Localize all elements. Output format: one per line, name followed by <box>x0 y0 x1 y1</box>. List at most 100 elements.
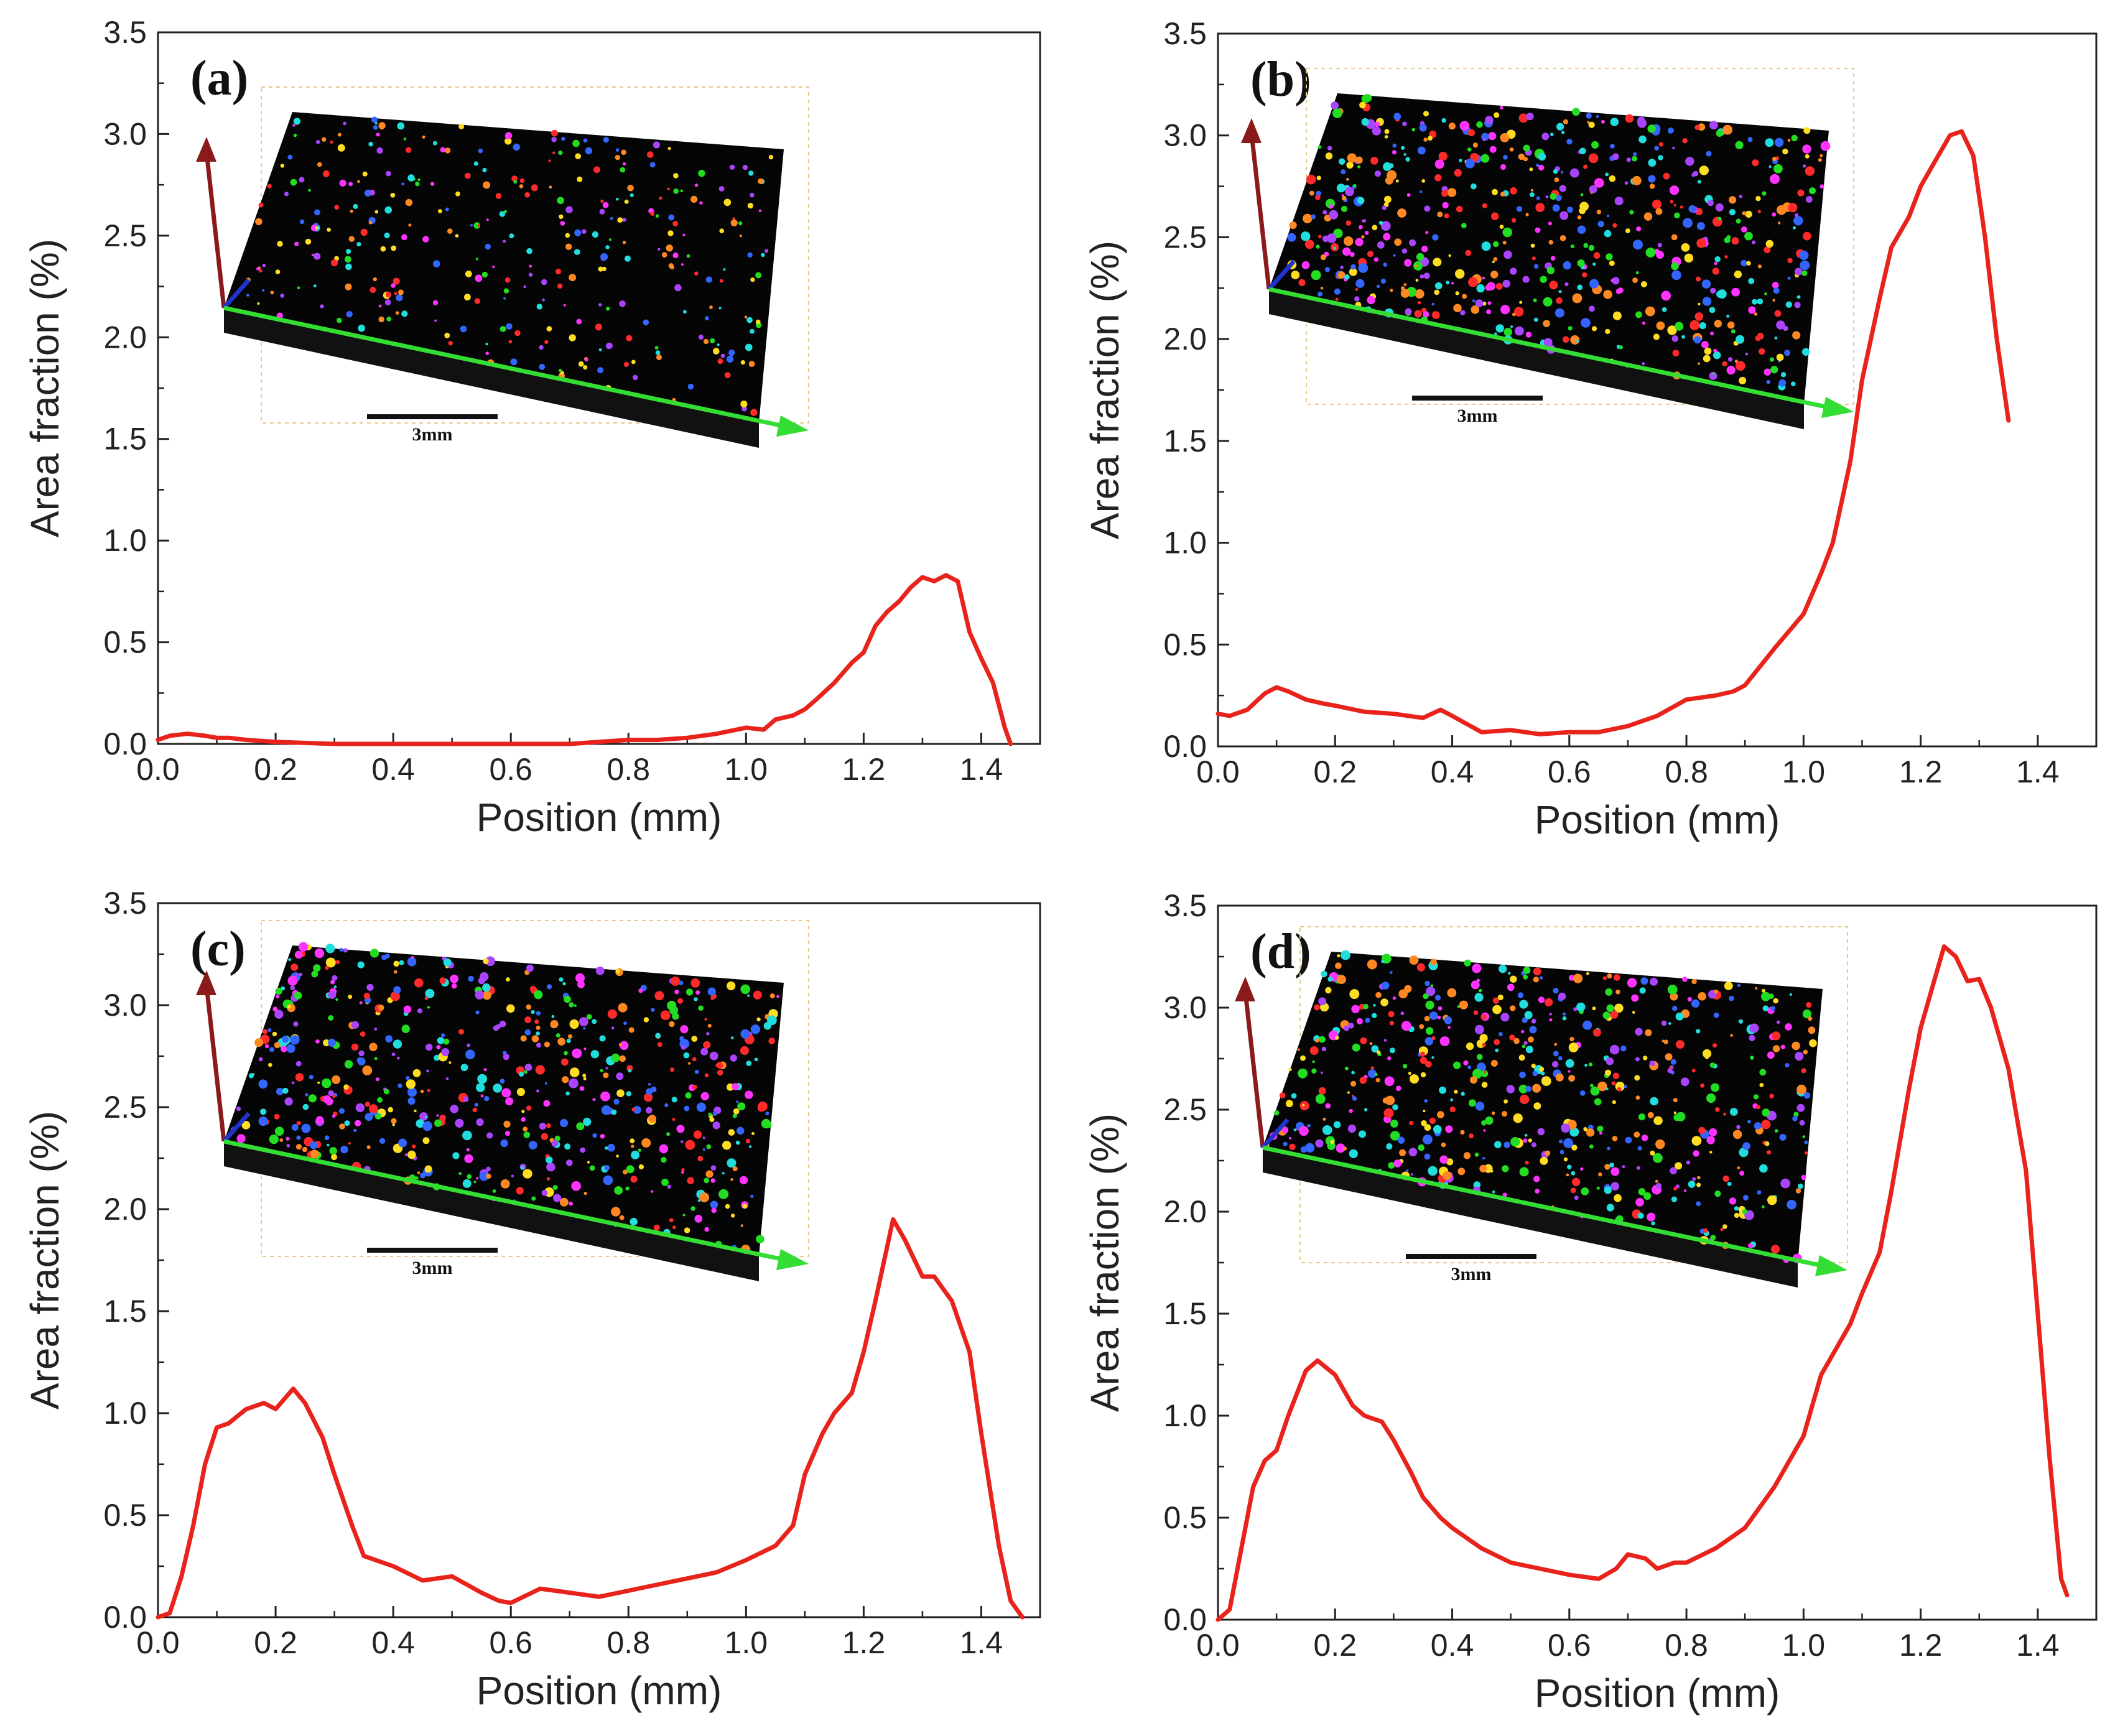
inset-particle <box>362 1065 373 1075</box>
inset-particle <box>732 217 735 220</box>
inset-particle <box>1349 1108 1353 1113</box>
inset-particle <box>1671 262 1679 271</box>
inset-particle <box>492 265 495 269</box>
inset-particle <box>505 1097 514 1106</box>
inset-particle <box>1796 1084 1806 1095</box>
inset-particle <box>1423 272 1430 279</box>
inset-particle <box>1347 153 1357 163</box>
inset-particle <box>1530 192 1535 197</box>
inset-particle <box>333 985 337 988</box>
inset-particle <box>1467 129 1476 136</box>
inset-particle <box>1586 972 1589 975</box>
inset-particle <box>599 208 605 215</box>
inset-particle <box>1563 119 1568 124</box>
inset-particle <box>1345 220 1351 226</box>
inset-particle <box>653 1224 660 1231</box>
inset-particle <box>1640 977 1648 985</box>
inset-particle <box>1339 158 1345 165</box>
inset-particle <box>1489 146 1497 153</box>
inset-particle <box>712 1121 720 1130</box>
inset-particle <box>1710 1235 1716 1241</box>
inset-particle <box>718 186 725 192</box>
inset-particle <box>270 290 274 295</box>
inset-particle <box>1688 205 1696 213</box>
inset-particle <box>1691 978 1697 985</box>
inset-particle <box>618 1003 628 1013</box>
inset-particle <box>1610 118 1619 126</box>
inset-particle <box>1481 1120 1487 1126</box>
inset-particle <box>1652 199 1662 210</box>
inset-particle <box>552 1185 558 1191</box>
inset-particle <box>732 1166 738 1171</box>
inset-particle <box>1424 1037 1433 1046</box>
inset-particle <box>1731 287 1740 297</box>
inset-particle <box>536 1025 541 1030</box>
inset-particle <box>730 1178 733 1181</box>
inset-particle <box>1279 1092 1286 1098</box>
inset-z-arrowhead <box>1235 977 1255 1001</box>
inset-particle <box>291 1124 299 1131</box>
inset-particle <box>1495 1048 1499 1052</box>
inset-particle <box>1645 248 1656 258</box>
inset-particle <box>1457 1167 1466 1176</box>
inset-particle <box>695 990 700 995</box>
inset-particle <box>275 987 282 995</box>
inset-particle <box>1426 1027 1434 1035</box>
inset-particle <box>1409 955 1419 965</box>
inset-particle <box>1704 347 1712 355</box>
inset-particle <box>495 193 502 199</box>
inset-particle <box>669 1021 675 1028</box>
inset-particle <box>564 1051 568 1056</box>
inset-particle <box>735 1140 740 1145</box>
inset-particle <box>623 361 630 367</box>
inset-particle <box>1715 1107 1720 1112</box>
inset-particle <box>623 1169 628 1175</box>
x-tick-label: 1.0 <box>725 1625 768 1660</box>
inset-x-arrowhead <box>1815 1255 1847 1276</box>
inset-particle <box>1488 132 1497 141</box>
inset-particle <box>406 1076 410 1080</box>
inset-particle <box>1444 1016 1452 1024</box>
inset-particle <box>563 304 566 307</box>
inset-particle <box>1749 1034 1755 1041</box>
inset-particle <box>740 1224 743 1227</box>
inset-particle <box>287 154 293 160</box>
inset-particle <box>1282 1127 1289 1134</box>
inset-particle <box>403 137 407 141</box>
inset-sample-slab <box>224 945 784 1256</box>
inset-particle <box>1518 1084 1528 1093</box>
inset-particle <box>1352 1096 1357 1101</box>
inset-particle <box>699 1192 709 1202</box>
inset-particle <box>1714 261 1717 266</box>
inset-particle <box>1631 994 1639 1002</box>
inset-particle <box>1656 321 1665 330</box>
inset-particle <box>513 180 518 184</box>
inset-particle <box>1756 1105 1760 1110</box>
inset-particle <box>616 1072 624 1080</box>
inset-particle <box>1808 1026 1816 1034</box>
inset-particle <box>1589 1084 1594 1088</box>
inset-particle <box>672 1225 676 1230</box>
inset-particle <box>1759 348 1765 355</box>
inset-particle <box>467 1043 470 1047</box>
inset-particle <box>521 1117 526 1122</box>
inset-particle <box>1643 212 1653 221</box>
inset-particle <box>1655 1179 1658 1183</box>
x-tick-label: 0.4 <box>371 1625 415 1660</box>
inset-particle <box>427 1088 430 1092</box>
inset-particle <box>311 253 314 256</box>
inset-particle <box>485 956 495 967</box>
inset-particle <box>1764 368 1771 376</box>
inset-particle <box>419 1112 428 1121</box>
inset-particle <box>704 1177 710 1184</box>
inset-particle <box>1550 132 1554 136</box>
inset-particle <box>1380 998 1388 1006</box>
inset-particle <box>1642 321 1646 325</box>
inset-particle <box>1552 204 1560 212</box>
inset-particle <box>684 1105 690 1112</box>
inset-particle <box>1503 155 1508 160</box>
inset-particle <box>694 271 699 276</box>
inset-particle <box>1729 1108 1738 1116</box>
inset-particle <box>1424 1016 1430 1021</box>
inset-particle <box>320 304 324 309</box>
